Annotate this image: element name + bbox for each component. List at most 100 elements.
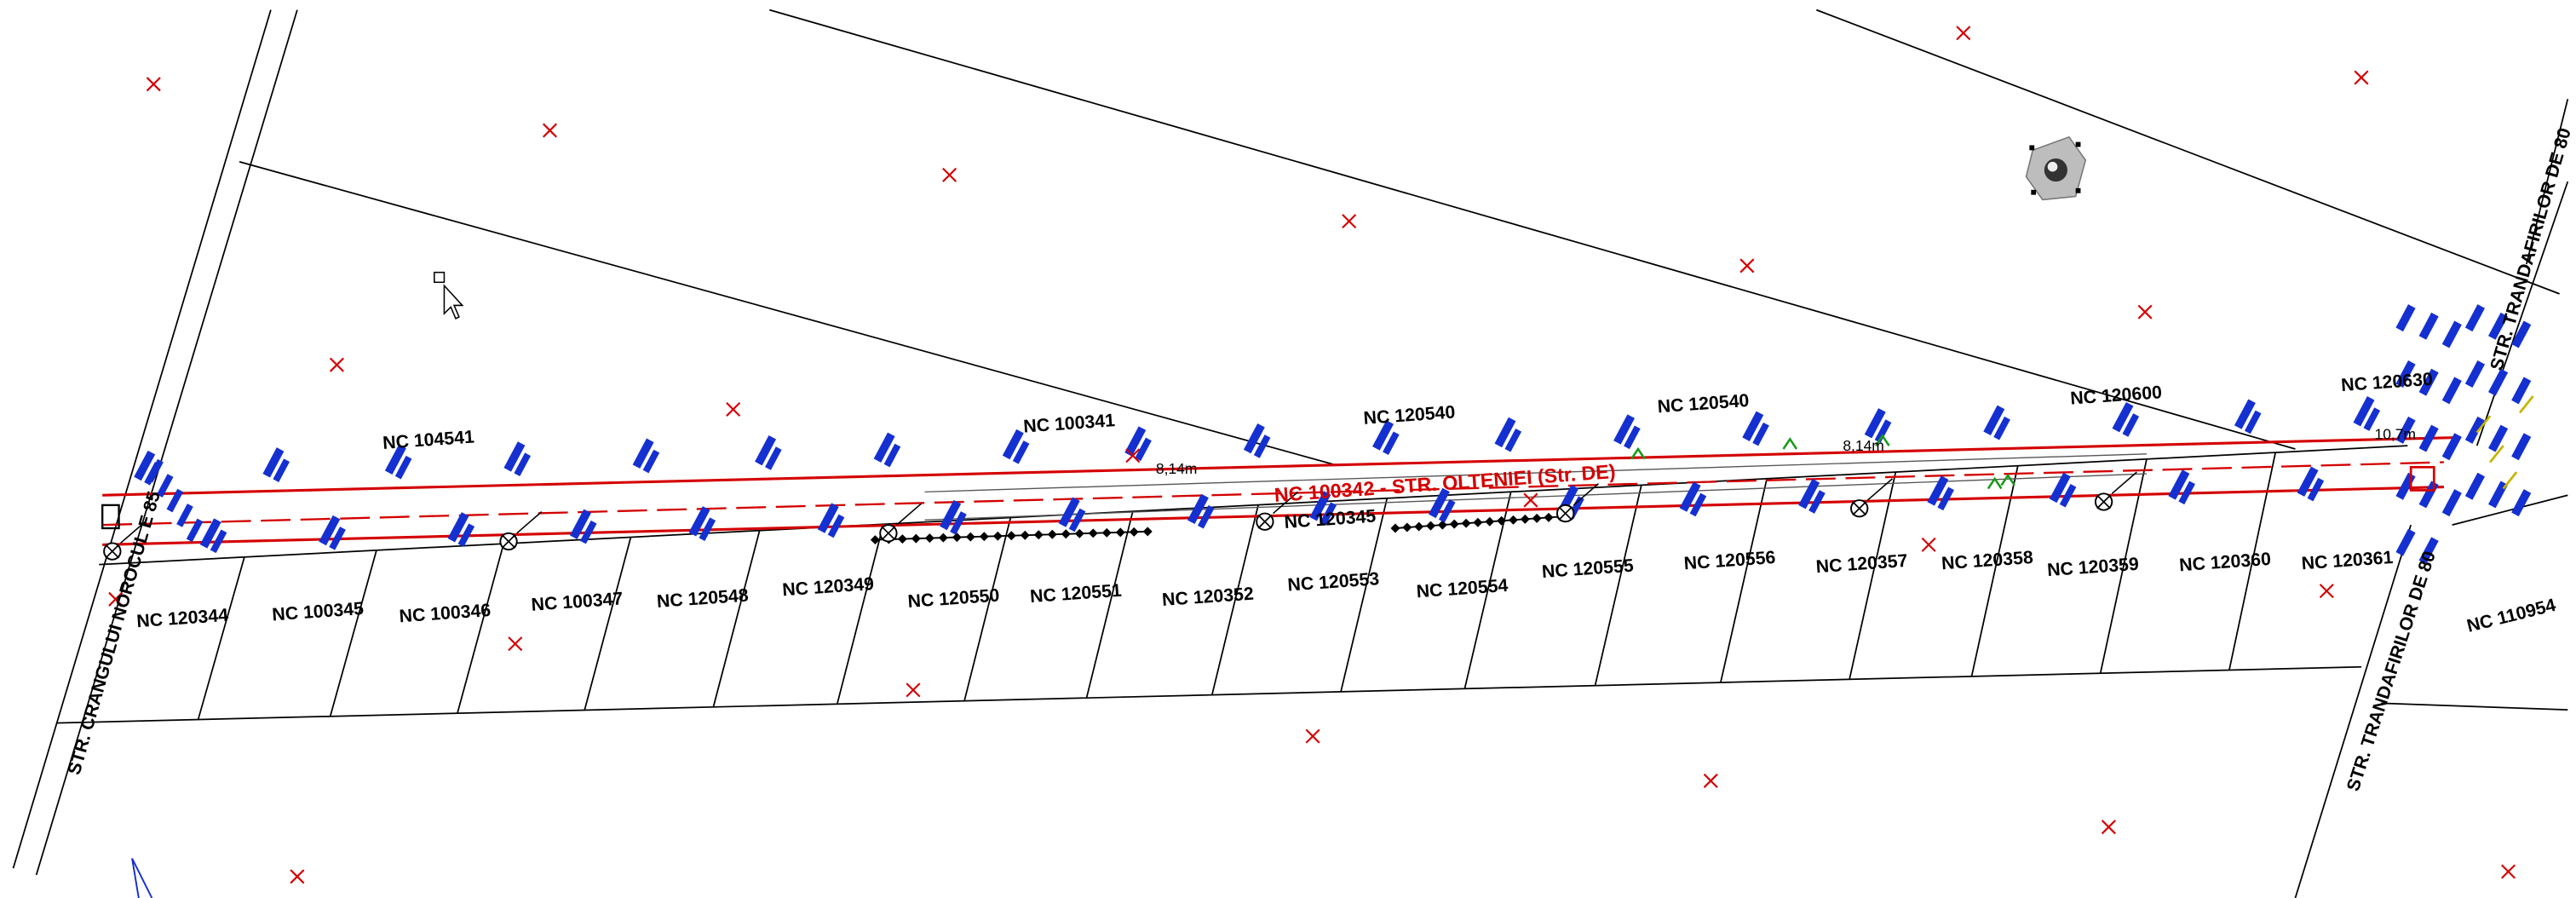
utility-line-upper xyxy=(102,435,2461,497)
dimension-annotation xyxy=(384,444,412,480)
annotation-mark xyxy=(384,444,406,475)
dimension-annotation xyxy=(2418,481,2439,509)
lower-parcel-label: NC 100346 xyxy=(399,600,492,626)
annotation-mark xyxy=(2178,481,2195,505)
dimension-annotation xyxy=(1309,491,1337,526)
dimension-annotation xyxy=(147,458,164,483)
annotation-mark xyxy=(2395,304,2416,332)
pole-stay-line xyxy=(896,503,923,526)
annotation-mark xyxy=(2464,416,2486,444)
boundary-line xyxy=(769,9,2296,450)
annotation-mark xyxy=(1243,423,1265,454)
upper-parcel-label: NC 100341 xyxy=(1023,410,1116,436)
utility-pole-icon xyxy=(501,534,516,549)
measurement-mark: 8,14m xyxy=(1843,437,1883,454)
annotation-mark xyxy=(2488,424,2509,452)
annotation-mark xyxy=(817,503,839,533)
utility-pole-icon xyxy=(1852,501,1867,516)
dimension-annotation xyxy=(1927,475,1954,511)
annotation-mark xyxy=(1002,429,1024,460)
annotation-mark xyxy=(273,458,290,482)
dimension-annotation xyxy=(2488,312,2509,340)
dimension-annotation xyxy=(2395,472,2416,500)
dimension-annotation xyxy=(447,512,475,547)
boundary-line xyxy=(2525,99,2569,265)
right-road-upper-label: STR. TRANDAFIRILOR DE 80 xyxy=(2487,126,2575,373)
cross-marker-icon xyxy=(2137,304,2153,319)
lower-parcel-label: NC 120344 xyxy=(136,605,229,631)
lower-parcel-label: NC 120359 xyxy=(2046,554,2139,580)
pole-stay-line xyxy=(1573,483,1599,506)
cross-marker-icon xyxy=(508,636,523,652)
conduit-node xyxy=(979,532,989,542)
green-accent-mark xyxy=(1630,446,1646,460)
accent-marks xyxy=(101,395,2534,530)
annotation-mark xyxy=(642,449,660,474)
annotation-mark xyxy=(2168,469,2190,500)
boundary-line xyxy=(239,161,1338,467)
boundary-line xyxy=(2452,494,2568,526)
dimension-annotation xyxy=(2441,489,2462,517)
boundary-line xyxy=(35,9,298,876)
upper-parcel-label: NC 120540 xyxy=(1363,401,1456,428)
annotation-mark xyxy=(883,443,901,468)
dimension-annotation xyxy=(2464,304,2486,332)
dimension-annotation xyxy=(2464,416,2486,444)
cross-marker-icon xyxy=(1523,492,1538,508)
annotation-mark xyxy=(2418,312,2439,340)
annotation-mark xyxy=(2441,377,2462,405)
cross-marker-icon xyxy=(1305,728,1320,744)
conduit-node xyxy=(992,531,1003,541)
dimension-annotation xyxy=(2511,489,2532,517)
parcel-divider-line xyxy=(712,530,761,708)
pole-stay-line xyxy=(516,511,543,534)
boundary-line xyxy=(12,9,272,869)
dimension-annotation xyxy=(2511,320,2532,348)
utility-pole-icon xyxy=(1558,506,1573,521)
parcel-divider-line xyxy=(1720,478,1768,683)
dimension-annotation xyxy=(2511,377,2532,405)
conduit-node xyxy=(1115,527,1125,538)
dimension-annotation xyxy=(1679,481,1707,517)
lower-parcel-label: NC 120361 xyxy=(2301,547,2394,573)
cross-marker-icon xyxy=(329,357,344,372)
dimension-annotation xyxy=(2353,396,2381,431)
annotation-mark xyxy=(147,458,164,483)
annotation-mark xyxy=(2441,433,2462,461)
parcel-divider-line xyxy=(457,543,505,714)
dimension-annotation xyxy=(186,518,204,543)
lower-parcel-label: NC 120358 xyxy=(1941,547,2033,573)
dimension-annotation xyxy=(632,438,660,474)
dimension-annotation xyxy=(2395,304,2416,332)
annotation-mark xyxy=(2395,472,2416,500)
lower-parcel-label: NC 120352 xyxy=(1161,584,1254,610)
cross-marker-icon xyxy=(290,869,305,884)
pole-stay-line xyxy=(2111,471,2137,494)
mouse-pointer-icon xyxy=(434,271,464,319)
boundary-line xyxy=(2381,702,2568,711)
annotation-mark xyxy=(2488,368,2509,396)
dimension-annotation xyxy=(2395,528,2416,556)
dimension-annotation xyxy=(940,499,967,535)
conduit-node xyxy=(1074,528,1084,538)
cross-marker-icon xyxy=(1342,214,1357,229)
annotation-mark xyxy=(2511,377,2532,405)
annotation-mark xyxy=(569,509,591,539)
annotation-mark xyxy=(199,518,221,549)
parcel-divider-line xyxy=(1210,504,1259,695)
parcel-boundaries xyxy=(12,9,2569,898)
conduit-node xyxy=(1532,513,1542,523)
parcel-divider-line xyxy=(197,556,245,720)
dimension-annotation xyxy=(2511,433,2532,461)
annotation-mark xyxy=(2059,483,2077,508)
boundary-line xyxy=(2475,181,2569,446)
annotation-mark xyxy=(2122,413,2140,437)
cross-marker-icon xyxy=(1125,448,1141,463)
lower-parcel-dividers xyxy=(197,452,2277,720)
annotation-mark xyxy=(1679,481,1701,512)
lower-parcel-label: NC 120551 xyxy=(1029,580,1122,607)
navigation-cube-icon[interactable] xyxy=(2025,135,2087,201)
annotation-mark xyxy=(579,520,597,544)
annotation-mark xyxy=(514,452,532,477)
